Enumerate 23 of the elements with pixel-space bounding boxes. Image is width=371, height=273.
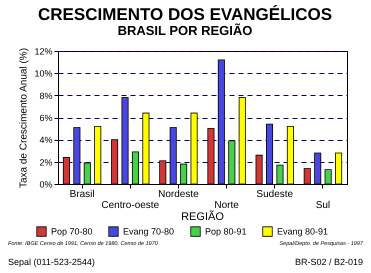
y-tick-label: 8% <box>39 90 52 101</box>
y-tick-label: 0% <box>39 180 52 190</box>
legend-label: Evang 80-91 <box>277 226 328 237</box>
x-tick-label: Sul <box>316 200 330 211</box>
x-tick-label: Norte <box>214 200 240 211</box>
x-tick-label: Nordeste <box>158 189 200 200</box>
chart-title: CRESCIMENTO DOS EVANGÉLICOS <box>38 4 332 24</box>
y-tick-label: 6% <box>39 113 52 123</box>
x-axis-title: REGIÃO <box>181 210 224 223</box>
y-tick-label: 12% <box>34 46 52 56</box>
text: Sepal (011-523-2544) <box>8 257 95 267</box>
x-tick-label: Sudeste <box>256 189 294 200</box>
x-tick-label: Brasil <box>70 189 95 200</box>
legend-label: Pop 80-91 <box>205 226 247 237</box>
chart-subtitle: BRASIL POR REGIÃO <box>118 23 252 38</box>
legend-label: Pop 70-80 <box>51 226 93 237</box>
y-tick-label: 2% <box>39 157 52 168</box>
y-tick-label: 10% <box>34 68 52 79</box>
y-axis-title: Taxa de Crescimento Anual (%) <box>18 48 30 188</box>
text: BR-S02 / B2-019 <box>294 257 363 267</box>
y-tick-label: 4% <box>39 135 52 146</box>
legend-label: Evang 70-80 <box>123 226 174 237</box>
x-tick-label: Centro-oeste <box>101 200 160 211</box>
